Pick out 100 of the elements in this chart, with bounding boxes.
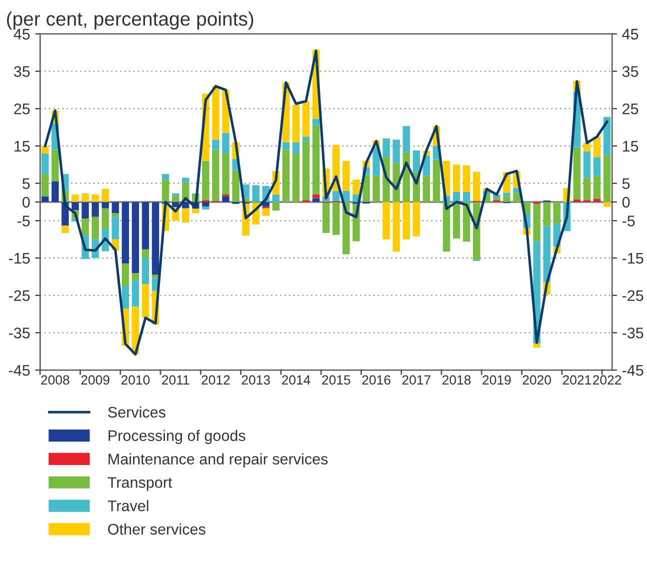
bar (382, 138, 390, 158)
bar (302, 136, 310, 142)
y-tick-label: 25 (14, 103, 30, 114)
bar (573, 199, 581, 202)
bar (322, 203, 330, 233)
x-tick-label: 2019 (482, 375, 511, 385)
bar (533, 204, 540, 242)
bar (312, 118, 320, 126)
legend-label: Travel (108, 500, 148, 512)
x-tick-label: 2017 (402, 375, 430, 385)
bar (292, 153, 300, 202)
bar (122, 286, 130, 308)
bar (593, 136, 601, 158)
y-tick-label: 15 (14, 140, 30, 152)
bar (302, 141, 310, 200)
y2-tick-label: -35 (622, 328, 644, 338)
bar (202, 202, 210, 206)
bar (42, 174, 49, 196)
bar (593, 199, 601, 202)
bar (212, 150, 220, 201)
bar (182, 178, 190, 182)
bar (202, 206, 210, 210)
x-tick-label: 2008 (41, 375, 70, 385)
y2-tick-label: -5 (622, 216, 635, 226)
y-tick-label: -35 (8, 328, 30, 338)
x-tick-label: 2015 (322, 375, 350, 385)
legend-label: Other services (108, 523, 206, 535)
bar (412, 150, 420, 172)
y-tick-label: -25 (8, 290, 30, 302)
bar (112, 213, 119, 217)
bar (332, 190, 340, 201)
bar (142, 284, 150, 318)
bar (342, 160, 350, 191)
bar (182, 208, 190, 223)
bar (52, 181, 59, 202)
bar (282, 150, 290, 202)
bar (82, 193, 89, 202)
legend-label: Processing of goods (108, 430, 246, 444)
bar (122, 202, 130, 264)
bar (462, 192, 470, 202)
bar (112, 202, 119, 214)
x-tick-label: 2018 (442, 375, 471, 385)
x-tick-label: 2014 (282, 375, 310, 385)
bar (593, 157, 601, 176)
bar (142, 249, 150, 258)
y2-tick-label: 35 (622, 66, 638, 77)
bar (42, 196, 49, 202)
bar (472, 172, 480, 201)
bar (102, 188, 109, 202)
bar (62, 226, 69, 233)
bar (262, 208, 270, 216)
bar (122, 264, 130, 286)
bar (72, 202, 79, 210)
bar (212, 86, 220, 140)
bar (533, 344, 540, 348)
y2-tick-label: -15 (622, 253, 644, 264)
bar (102, 202, 109, 208)
x-tick-label: 2020 (522, 375, 551, 385)
bar (142, 202, 150, 250)
bar (452, 192, 460, 202)
bar (102, 208, 109, 229)
bar (553, 202, 560, 224)
bar (503, 196, 510, 202)
x-tick-label: 2021 (562, 375, 591, 385)
bar (432, 160, 440, 202)
legend-label: Maintenance and repair services (108, 453, 328, 468)
bar (543, 202, 550, 226)
bar (132, 280, 140, 307)
bar (82, 218, 89, 236)
y2-tick-label: 45 (622, 28, 638, 40)
bar (292, 142, 300, 154)
bar (132, 202, 140, 273)
bar (222, 132, 230, 154)
legend-label: Services (108, 406, 166, 418)
y2-tick-label: 5 (622, 178, 630, 189)
bar (583, 178, 591, 200)
bar (132, 272, 140, 280)
bar (72, 194, 79, 202)
bar (252, 185, 260, 202)
x-tick-label: 2022 (593, 375, 622, 385)
line-series (44, 49, 608, 356)
bar (42, 153, 49, 174)
bar (452, 164, 460, 192)
bar (312, 194, 320, 198)
bar (82, 202, 89, 219)
bar (162, 174, 170, 180)
bar (503, 192, 510, 196)
bar (232, 170, 240, 202)
bar (342, 190, 350, 202)
y-tick-label: -45 (8, 365, 30, 376)
bar (52, 150, 59, 182)
bar (222, 196, 230, 202)
bar (392, 140, 400, 163)
bar (583, 142, 591, 152)
x-tick-label: 2012 (202, 375, 230, 385)
y-tick-label: 0 (22, 196, 30, 208)
chart-title: (per cent, percentage points) (7, 11, 254, 30)
bar (603, 202, 611, 207)
bar (92, 202, 99, 217)
x-tick-label: 2016 (362, 375, 390, 385)
